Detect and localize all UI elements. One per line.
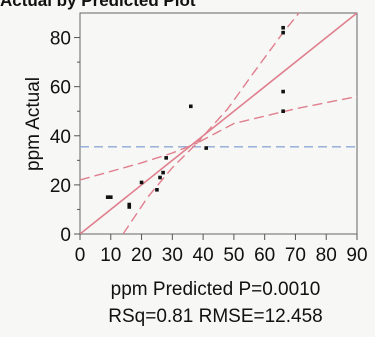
x-tick-label: 90 [346,245,367,266]
x-tick-label: 80 [316,245,337,266]
x-tick-label: 10 [100,245,121,266]
confidence-curve-lower [122,95,357,234]
data-point [139,180,144,185]
rsq-rmse-label: RSq=0.81 RMSE=12.458 [108,306,323,327]
points-layer [105,25,285,209]
data-point [281,30,285,35]
actual-by-predicted-chart: 0 10 20 30 40 50 60 70 80 90 0 20 40 60 80 ppm Actual [23,12,368,266]
data-point [155,188,159,192]
data-point [281,25,285,30]
x-tick-label: 70 [285,245,306,266]
confidence-curve-upper [80,13,300,181]
x-tick-label: 40 [193,245,214,266]
data-point [108,195,113,199]
data-point [127,202,132,207]
series-layer [80,13,357,234]
data-point [158,175,162,180]
axes-layer: 0 10 20 30 40 50 60 70 80 90 0 20 40 60 80 [50,29,368,266]
x-tick-label: 0 [75,245,86,266]
y-tick-label: 40 [50,127,71,148]
y-tick-label: 20 [50,176,71,197]
data-point [281,109,285,114]
y-tick-label: 80 [50,29,71,50]
plot-title: Actual by Predicted Plot [0,0,196,10]
x-tick-label: 50 [223,245,244,266]
x-tick-label: 20 [131,245,152,266]
y-tick-label: 0 [60,225,71,246]
y-tick-label: 60 [50,78,71,99]
x-tick-label: 60 [254,245,275,266]
predicted-p-value-label: ppm Predicted P=0.0010 [110,279,321,300]
data-point [161,170,165,175]
y-axis-label: ppm Actual [23,77,44,171]
data-point [127,205,132,209]
data-point [281,89,285,94]
data-point [204,146,208,150]
data-point [164,156,168,160]
x-tick-label: 30 [162,245,183,266]
fit-line [80,13,357,234]
data-point [105,195,110,199]
data-point [189,104,193,109]
